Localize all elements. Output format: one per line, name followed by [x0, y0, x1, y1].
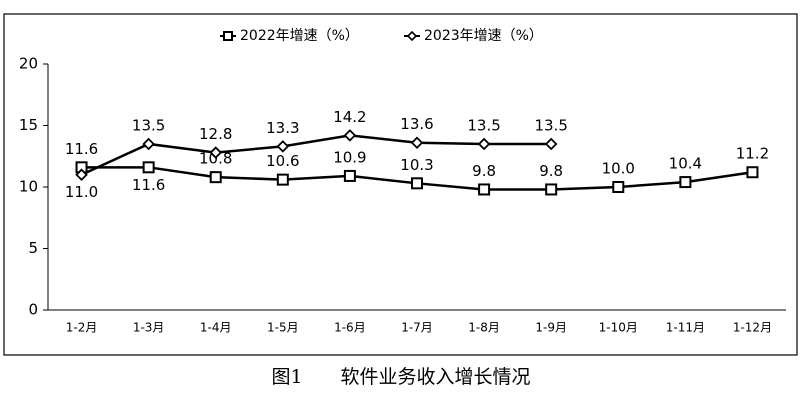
data-label: 14.2 — [333, 108, 366, 126]
data-label: 13.6 — [400, 115, 433, 133]
legend-label: 2023年增速（%） — [424, 28, 543, 44]
data-label: 13.5 — [467, 116, 500, 134]
data-label: 9.8 — [472, 162, 496, 180]
point — [343, 169, 356, 182]
x-tick-label: 1-11月 — [666, 321, 705, 335]
x-tick-label: 1-12月 — [733, 321, 772, 335]
data-label: 12.8 — [199, 125, 232, 143]
point — [142, 161, 155, 174]
data-label: 13.5 — [534, 116, 567, 134]
point — [544, 137, 558, 151]
data-label: 9.8 — [539, 162, 563, 180]
x-tick-label: 1-6月 — [334, 321, 366, 335]
point — [209, 146, 222, 159]
data-label: 11.6 — [65, 140, 98, 158]
data-label: 11.2 — [736, 145, 769, 163]
x-tick-label: 1-10月 — [599, 321, 638, 335]
point — [477, 137, 491, 151]
point — [276, 173, 289, 186]
data-label: 11.0 — [65, 183, 98, 201]
point — [142, 137, 155, 151]
data-label: 10.0 — [602, 160, 635, 178]
x-tick-label: 1-3月 — [133, 321, 165, 335]
x-tick-label: 1-7月 — [401, 321, 433, 335]
data-label: 13.5 — [132, 116, 165, 134]
point — [411, 177, 423, 190]
point — [545, 183, 558, 196]
y-tick-label: 5 — [28, 239, 38, 257]
point — [679, 176, 692, 189]
x-tick-label: 1-5月 — [267, 321, 299, 335]
caption: 图1 软件业务收入增长情况 — [271, 366, 530, 388]
legend-marker — [223, 31, 233, 41]
series-line — [81, 134, 552, 176]
legend-label: 2022年增速（%） — [240, 28, 359, 44]
y-tick-label: 0 — [28, 301, 38, 319]
point — [612, 181, 625, 193]
point — [209, 171, 222, 184]
point — [343, 129, 357, 142]
data-label: 10.3 — [400, 156, 433, 174]
data-label: 10.6 — [266, 152, 299, 170]
legend-marker — [406, 30, 418, 42]
point — [276, 140, 290, 153]
x-tick-label: 1-8月 — [468, 321, 500, 335]
x-tick-label: 1-9月 — [535, 321, 567, 335]
y-tick-label: 15 — [19, 116, 38, 134]
point — [478, 183, 491, 196]
frame — [3, 13, 798, 356]
data-label: 11.6 — [132, 176, 165, 194]
y-tick-label: 10 — [19, 178, 38, 196]
point — [410, 136, 424, 149]
data-label: 13.3 — [266, 119, 299, 137]
point — [746, 166, 759, 179]
x-tick-label: 1-2月 — [66, 321, 98, 335]
y-tick-label: 20 — [19, 55, 38, 73]
data-label: 10.4 — [669, 155, 702, 173]
x-tick-label: 1-4月 — [200, 321, 232, 335]
point — [75, 168, 88, 181]
data-label: 10.9 — [333, 148, 366, 166]
